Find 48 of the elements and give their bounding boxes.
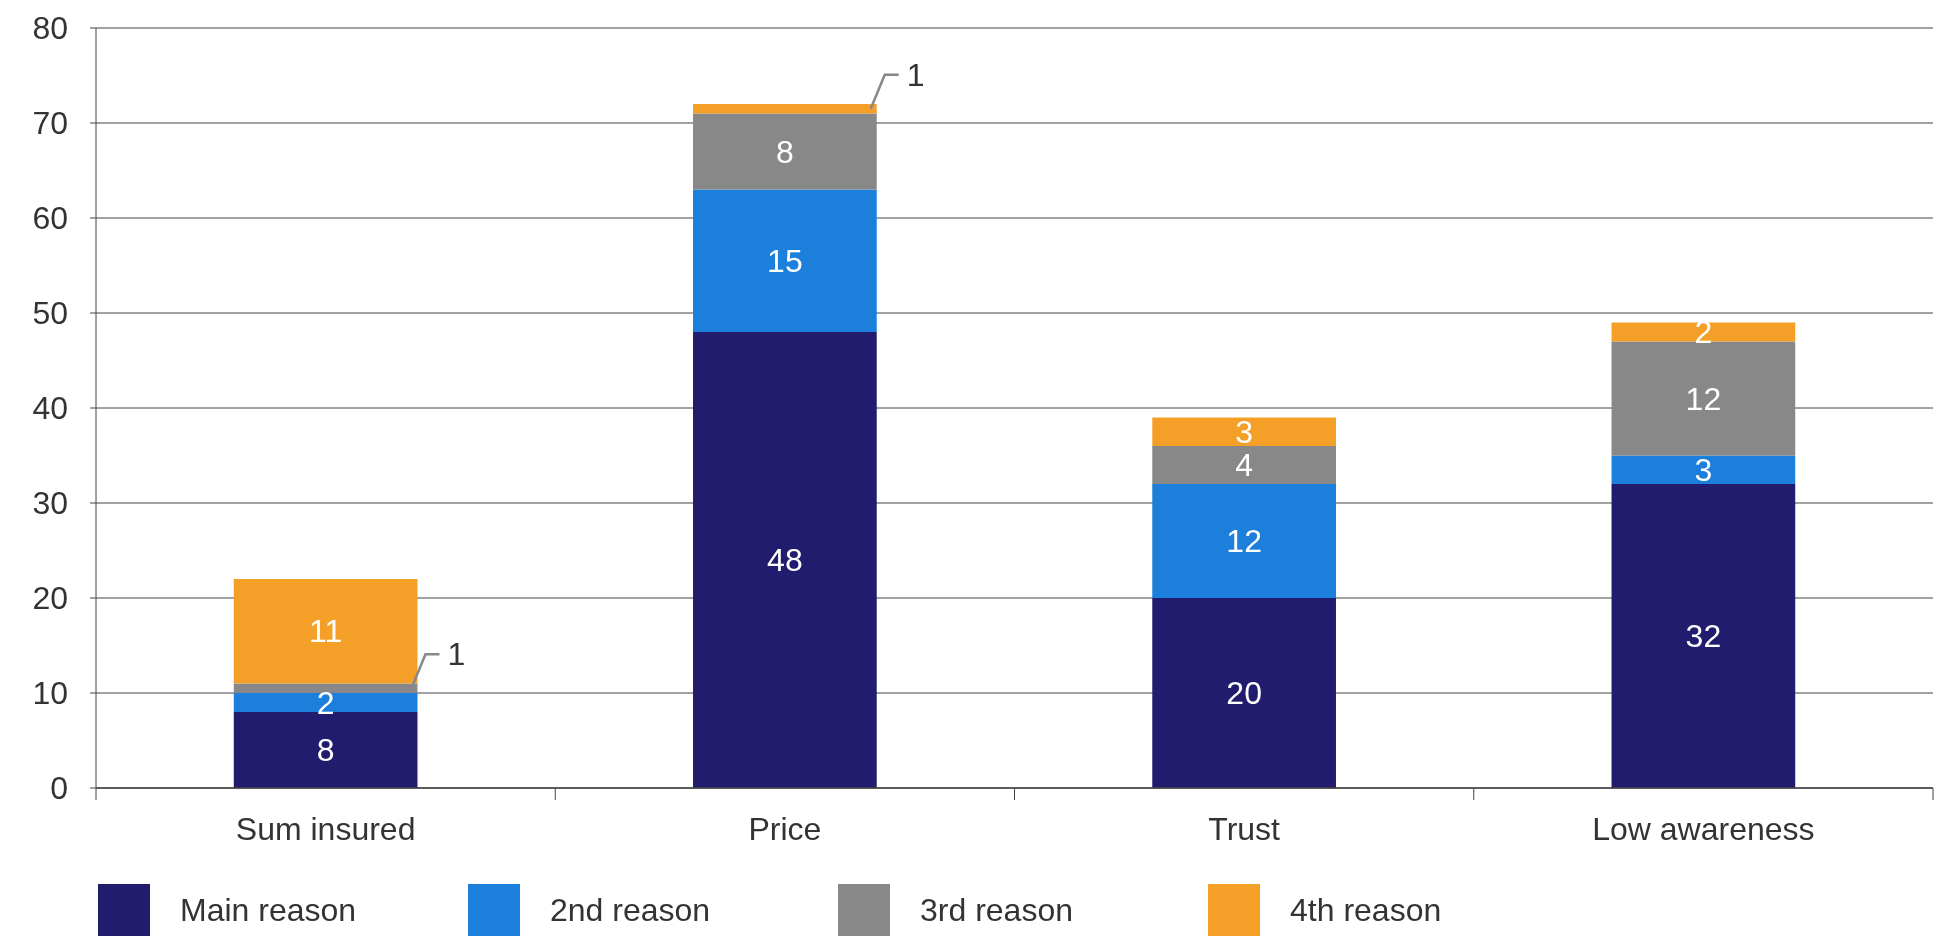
data-label: 1 <box>906 56 925 93</box>
y-tick-label: 50 <box>32 295 68 332</box>
y-tick-label: 40 <box>32 390 68 427</box>
data-label: 32 <box>1685 618 1722 655</box>
data-label: 8 <box>775 133 794 170</box>
data-label: 15 <box>767 242 803 279</box>
bar <box>233 579 418 684</box>
y-tick-label: 20 <box>32 580 68 617</box>
x-tick-label: Low awareness <box>1592 811 1815 847</box>
y-tick-label: 30 <box>32 485 68 522</box>
y-tick-label: 10 <box>32 675 68 712</box>
y-tick-label: 60 <box>32 200 68 237</box>
y-tick-label: 70 <box>32 105 68 142</box>
legend-label: 3rd reason <box>920 892 1073 929</box>
legend-label: 4th reason <box>1290 892 1442 929</box>
bar <box>1152 484 1336 598</box>
bar <box>693 104 877 114</box>
x-tick-label: Price <box>748 811 822 847</box>
bar <box>693 189 877 332</box>
x-tick-label: Trust <box>1208 811 1281 847</box>
bar <box>1611 455 1796 484</box>
y-tick-label: 80 <box>32 10 68 47</box>
data-label: 20 <box>1226 675 1262 712</box>
data-label: 8 <box>316 732 335 769</box>
bar <box>1611 484 1796 788</box>
data-label: 48 <box>767 542 803 579</box>
bar <box>1152 598 1336 788</box>
data-label: 12 <box>1685 380 1722 417</box>
bar <box>1611 322 1796 342</box>
bar <box>1611 341 1796 456</box>
data-label: 12 <box>1226 523 1262 560</box>
data-label: 1 <box>447 636 466 673</box>
y-tick-label: 0 <box>50 770 68 807</box>
data-label: 2 <box>316 684 335 721</box>
data-label: 11 <box>309 613 343 650</box>
data-label: 3 <box>1694 451 1713 488</box>
legend-label: Main reason <box>180 892 357 929</box>
bar <box>233 712 418 788</box>
legend-label: 2nd reason <box>550 892 711 929</box>
data-label: 3 <box>1235 413 1254 450</box>
bar <box>693 332 877 788</box>
bar <box>1152 417 1336 446</box>
bar <box>233 693 418 712</box>
bar <box>693 113 877 190</box>
x-tick-label: Sum insured <box>235 811 416 847</box>
data-label: 4 <box>1235 447 1254 484</box>
bar <box>1152 446 1336 484</box>
data-label: 2 <box>1694 314 1713 351</box>
